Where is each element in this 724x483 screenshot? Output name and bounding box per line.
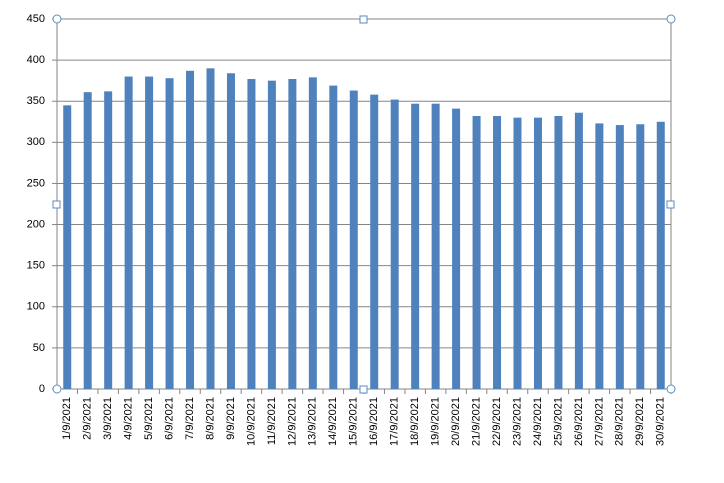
bar [574,112,583,389]
x-tick-label: 27/9/2021 [593,397,605,446]
x-tick-label: 23/9/2021 [511,397,523,446]
x-tick-label: 19/9/2021 [430,397,442,446]
x-tick-label: 15/9/2021 [348,397,360,446]
x-tick-label: 21/9/2021 [470,397,482,446]
handle [666,14,676,24]
bar [63,105,72,389]
x-tick-label: 24/9/2021 [532,397,544,446]
x-tick-label: 6/9/2021 [163,397,175,440]
handle [666,384,676,394]
x-tick-label: 29/9/2021 [634,397,646,446]
bar [165,78,174,389]
bar [226,73,235,390]
x-tick-label: 22/9/2021 [491,397,503,446]
bar [288,79,297,390]
x-tick-label: 4/9/2021 [123,397,135,440]
bar [431,103,440,389]
y-tick-label: 50 [33,342,45,354]
bar [247,79,256,390]
bar [206,68,215,389]
handle [52,14,62,24]
x-tick-label: 14/9/2021 [327,397,339,446]
x-tick-label: 3/9/2021 [102,397,114,440]
handle [52,200,61,209]
bar [452,108,461,389]
y-tick-label: 250 [27,177,45,189]
bar [83,92,92,389]
plot-area: 0 50 100 150 200 250 300 350 400 450 1/9/2021 2/9/2… [27,13,672,446]
bar [186,70,195,390]
x-tick-label: 30/9/2021 [655,397,667,446]
bar [411,103,420,389]
x-tick-label: 20/9/2021 [450,397,462,446]
y-tick-label: 350 [27,95,45,107]
x-tick-label: 28/9/2021 [614,397,626,446]
x-tick-label: 25/9/2021 [552,397,564,446]
x-tick-label: 7/9/2021 [184,397,196,440]
x-tick-label: 5/9/2021 [143,397,155,440]
bar [104,91,113,389]
bar [493,116,502,390]
handle [359,15,368,24]
x-tick-label: 12/9/2021 [286,397,298,446]
y-tick-label: 150 [27,260,45,272]
handle [52,384,62,394]
y-tick-label: 200 [27,218,45,230]
y-tick-label: 0 [39,383,45,395]
bar [472,116,481,390]
bar [390,99,399,390]
bar [267,80,276,390]
bar [615,125,624,390]
bar [370,94,379,390]
bar [349,90,358,390]
x-tick-label: 1/9/2021 [61,397,73,440]
x-tick-label: 9/9/2021 [225,397,237,440]
x-tick-label: 10/9/2021 [245,397,257,446]
x-tick-label: 18/9/2021 [409,397,421,446]
handle [359,385,368,394]
handle [666,200,675,209]
bar [329,85,338,389]
y-tick-label: 300 [27,136,45,148]
x-tick-label: 17/9/2021 [389,397,401,446]
bar [636,124,645,389]
x-tick-label: 2/9/2021 [82,397,94,440]
y-tick-label: 100 [27,301,45,313]
y-tick-label: 450 [27,13,45,25]
bar [595,123,604,389]
x-tick-label: 13/9/2021 [307,397,319,446]
bar [124,76,133,390]
bar [533,117,542,390]
y-tick-label: 400 [27,54,45,66]
x-tick-label: 8/9/2021 [204,397,216,440]
bar [308,77,317,389]
bar [513,117,522,390]
bar [145,76,154,390]
x-tick-label: 16/9/2021 [368,397,380,446]
bar [554,116,563,390]
x-tick-label: 26/9/2021 [573,397,585,446]
selection-handles [52,14,676,394]
x-tick-label: 11/9/2021 [266,397,278,445]
bar [656,121,665,390]
